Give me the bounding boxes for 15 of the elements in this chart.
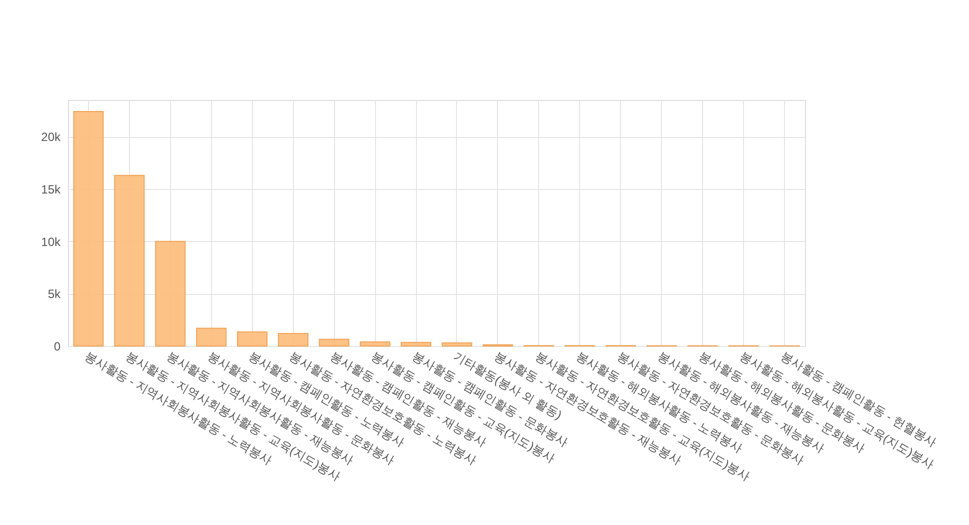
y-tick-label: 5k [48, 287, 62, 302]
bar [442, 342, 472, 346]
bar [278, 332, 308, 346]
bar [400, 342, 432, 346]
bar [114, 174, 145, 346]
y-tick-label: 0 [54, 340, 61, 354]
y-tick-label: 15k [41, 182, 62, 196]
y-tick-label: 10k [41, 234, 62, 249]
bar [73, 111, 104, 346]
bar [360, 341, 390, 346]
bar [237, 331, 268, 346]
bar [318, 338, 350, 346]
y-tick-label: 20k [41, 130, 62, 144]
bar [196, 328, 227, 346]
bar [155, 240, 186, 346]
